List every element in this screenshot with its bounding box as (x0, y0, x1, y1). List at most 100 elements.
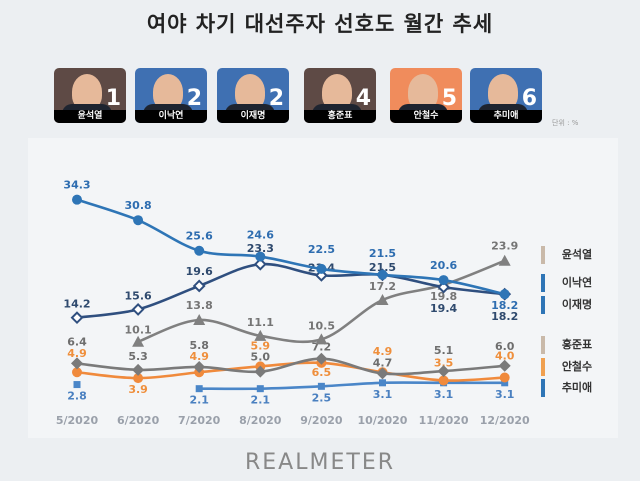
data-point (498, 359, 511, 372)
data-label: 20.6 (430, 259, 457, 272)
series-이낙연: 34.3 30.8 25.6 24.6 22.5 21.5 20.6 18.2 (63, 179, 518, 313)
candidate-card: 4 홍준표 (304, 68, 376, 123)
data-point (133, 373, 144, 384)
legend-label: 윤석열 (562, 247, 592, 261)
data-label: 23.9 (491, 240, 518, 253)
data-point (193, 313, 206, 325)
data-label: 22.5 (308, 243, 335, 256)
data-label: 3.1 (434, 388, 454, 401)
legend-swatch (541, 296, 545, 314)
data-label: 18.2 (491, 299, 518, 312)
data-label: 5.9 (251, 339, 271, 352)
series-홍준표: 6.45.35.85.07.24.75.1 6.0 (67, 335, 515, 380)
candidate-card: 1 윤석열 (54, 68, 126, 123)
candidate-rank: 6 (521, 86, 537, 111)
data-label: 2.1 (189, 394, 209, 407)
candidate-suit (312, 104, 362, 114)
candidate-name: 윤석열 (54, 110, 126, 123)
data-label: 19.8 (430, 290, 457, 303)
legend-swatch (541, 379, 545, 397)
data-point (377, 269, 388, 280)
data-label: 24.6 (247, 229, 274, 242)
data-point (192, 279, 206, 293)
candidate-card: 5 안철수 (390, 68, 462, 123)
candidate-rank: 4 (355, 86, 371, 111)
data-label: 3.9 (128, 383, 148, 396)
data-label: 18.2 (491, 310, 518, 323)
data-point (437, 365, 450, 378)
data-point (193, 360, 206, 373)
data-label: 6.0 (495, 340, 515, 353)
unit-label: 단위 : % (552, 119, 579, 127)
data-label: 25.6 (186, 230, 213, 243)
data-point (499, 372, 510, 383)
x-tick-label: 8/2020 (239, 414, 282, 427)
data-point (438, 375, 449, 386)
data-label: 4.9 (373, 345, 393, 358)
data-label: 3.1 (373, 388, 393, 401)
candidate-card: 2 이재명 (217, 68, 289, 123)
data-label: 5.8 (189, 339, 209, 352)
candidate-name: 추미애 (470, 110, 542, 123)
legend-label: 추미애 (562, 380, 592, 394)
data-point (255, 251, 266, 262)
series-line (199, 381, 505, 391)
candidate-name: 이재명 (217, 110, 289, 123)
data-label: 11.1 (247, 316, 274, 329)
data-point (254, 329, 267, 341)
candidate-rank: 1 (105, 86, 121, 111)
x-tick-label: 12/2020 (480, 414, 530, 427)
data-point (71, 357, 83, 370)
data-point (72, 367, 82, 378)
data-label: 19.4 (430, 302, 457, 315)
data-label: 6.5 (312, 366, 332, 379)
x-tick-label: 7/2020 (178, 414, 221, 427)
data-point (315, 333, 328, 345)
candidate-suit (478, 104, 528, 114)
data-point (376, 294, 389, 306)
data-point (131, 303, 145, 316)
data-point (437, 280, 451, 294)
data-label: 3.5 (434, 356, 454, 369)
data-point (499, 289, 510, 300)
data-label: 3.1 (495, 388, 515, 401)
data-label: 19.6 (186, 265, 213, 278)
series-line (76, 357, 505, 376)
candidate-suit (143, 104, 193, 114)
data-point (254, 365, 267, 378)
x-tick-label: 5/2020 (56, 414, 99, 427)
data-point (253, 257, 267, 271)
data-label: 23.3 (247, 242, 274, 255)
series-line (76, 262, 505, 319)
legend-label: 이낙연 (562, 275, 592, 289)
data-point (72, 194, 82, 205)
candidate-name: 이낙연 (135, 110, 207, 123)
legend-swatch (541, 358, 545, 376)
page-title: 여야 차기 대선주자 선호도 월간 추세 (146, 12, 494, 36)
data-point (376, 367, 389, 380)
data-label: 2.8 (67, 390, 87, 403)
data-label: 5.1 (434, 344, 454, 357)
data-point (70, 311, 84, 325)
candidate-name: 안철수 (390, 110, 462, 123)
data-point (194, 245, 205, 256)
x-tick-label: 11/2020 (419, 414, 469, 427)
data-label: 17.2 (369, 280, 396, 293)
data-label: 10.1 (125, 324, 152, 337)
candidate-name: 홍준표 (304, 110, 376, 123)
series-추미애: 2.8 2.1 2.1 2.5 3.1 3.1 3.1 (67, 379, 515, 407)
data-point (315, 352, 328, 365)
data-label: 4.9 (189, 350, 209, 363)
x-tick-label: 9/2020 (300, 414, 343, 427)
data-label: 5.3 (128, 350, 148, 363)
data-label: 6.4 (67, 335, 87, 348)
data-point (256, 385, 264, 393)
data-label: 5.0 (251, 351, 271, 364)
data-label: 21.5 (369, 247, 396, 260)
candidate-card: 2 이낙연 (135, 68, 207, 123)
candidate-rank: 2 (268, 86, 284, 111)
legend-swatch (541, 246, 545, 264)
series-윤석열: 10.1 13.8 11.1 10.5 17.2 19.8 23.9 (125, 240, 518, 347)
data-label: 14.2 (63, 298, 90, 311)
